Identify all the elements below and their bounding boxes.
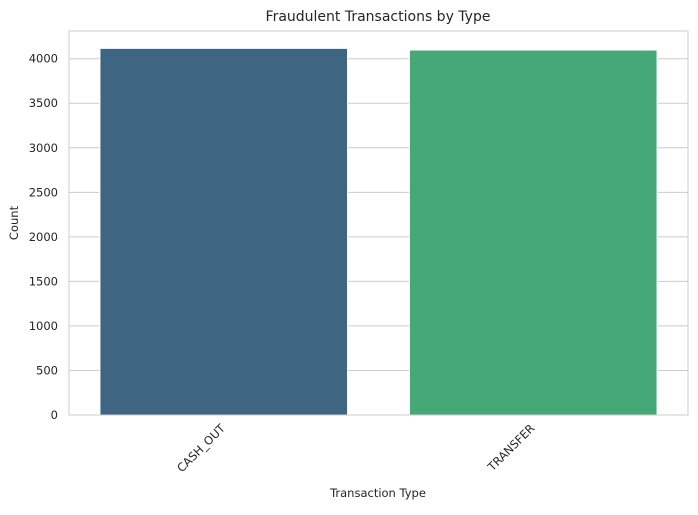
y-tick-label: 500 xyxy=(36,363,58,377)
plot-frame xyxy=(68,30,689,416)
y-tick-label: 2000 xyxy=(29,230,58,244)
x-axis-label: Transaction Type xyxy=(329,486,426,500)
y-tick-label: 1500 xyxy=(29,274,58,288)
y-axis-label: Count xyxy=(7,205,21,240)
bar-cash-out xyxy=(99,47,349,416)
y-tick-label: 2500 xyxy=(29,185,58,199)
y-tick-label: 1000 xyxy=(29,319,58,333)
bar-transfer xyxy=(408,49,658,416)
y-tick-label: 0 xyxy=(51,408,58,422)
y-tick-label: 3500 xyxy=(29,96,58,110)
y-tick-label: 4000 xyxy=(29,52,58,66)
y-tick-label: 3000 xyxy=(29,141,58,155)
bars-group xyxy=(99,47,658,416)
chart-title: Fraudulent Transactions by Type xyxy=(266,9,491,25)
y-tick-labels: 0 500 1000 1500 2000 2500 3000 3500 4000 xyxy=(29,52,58,422)
